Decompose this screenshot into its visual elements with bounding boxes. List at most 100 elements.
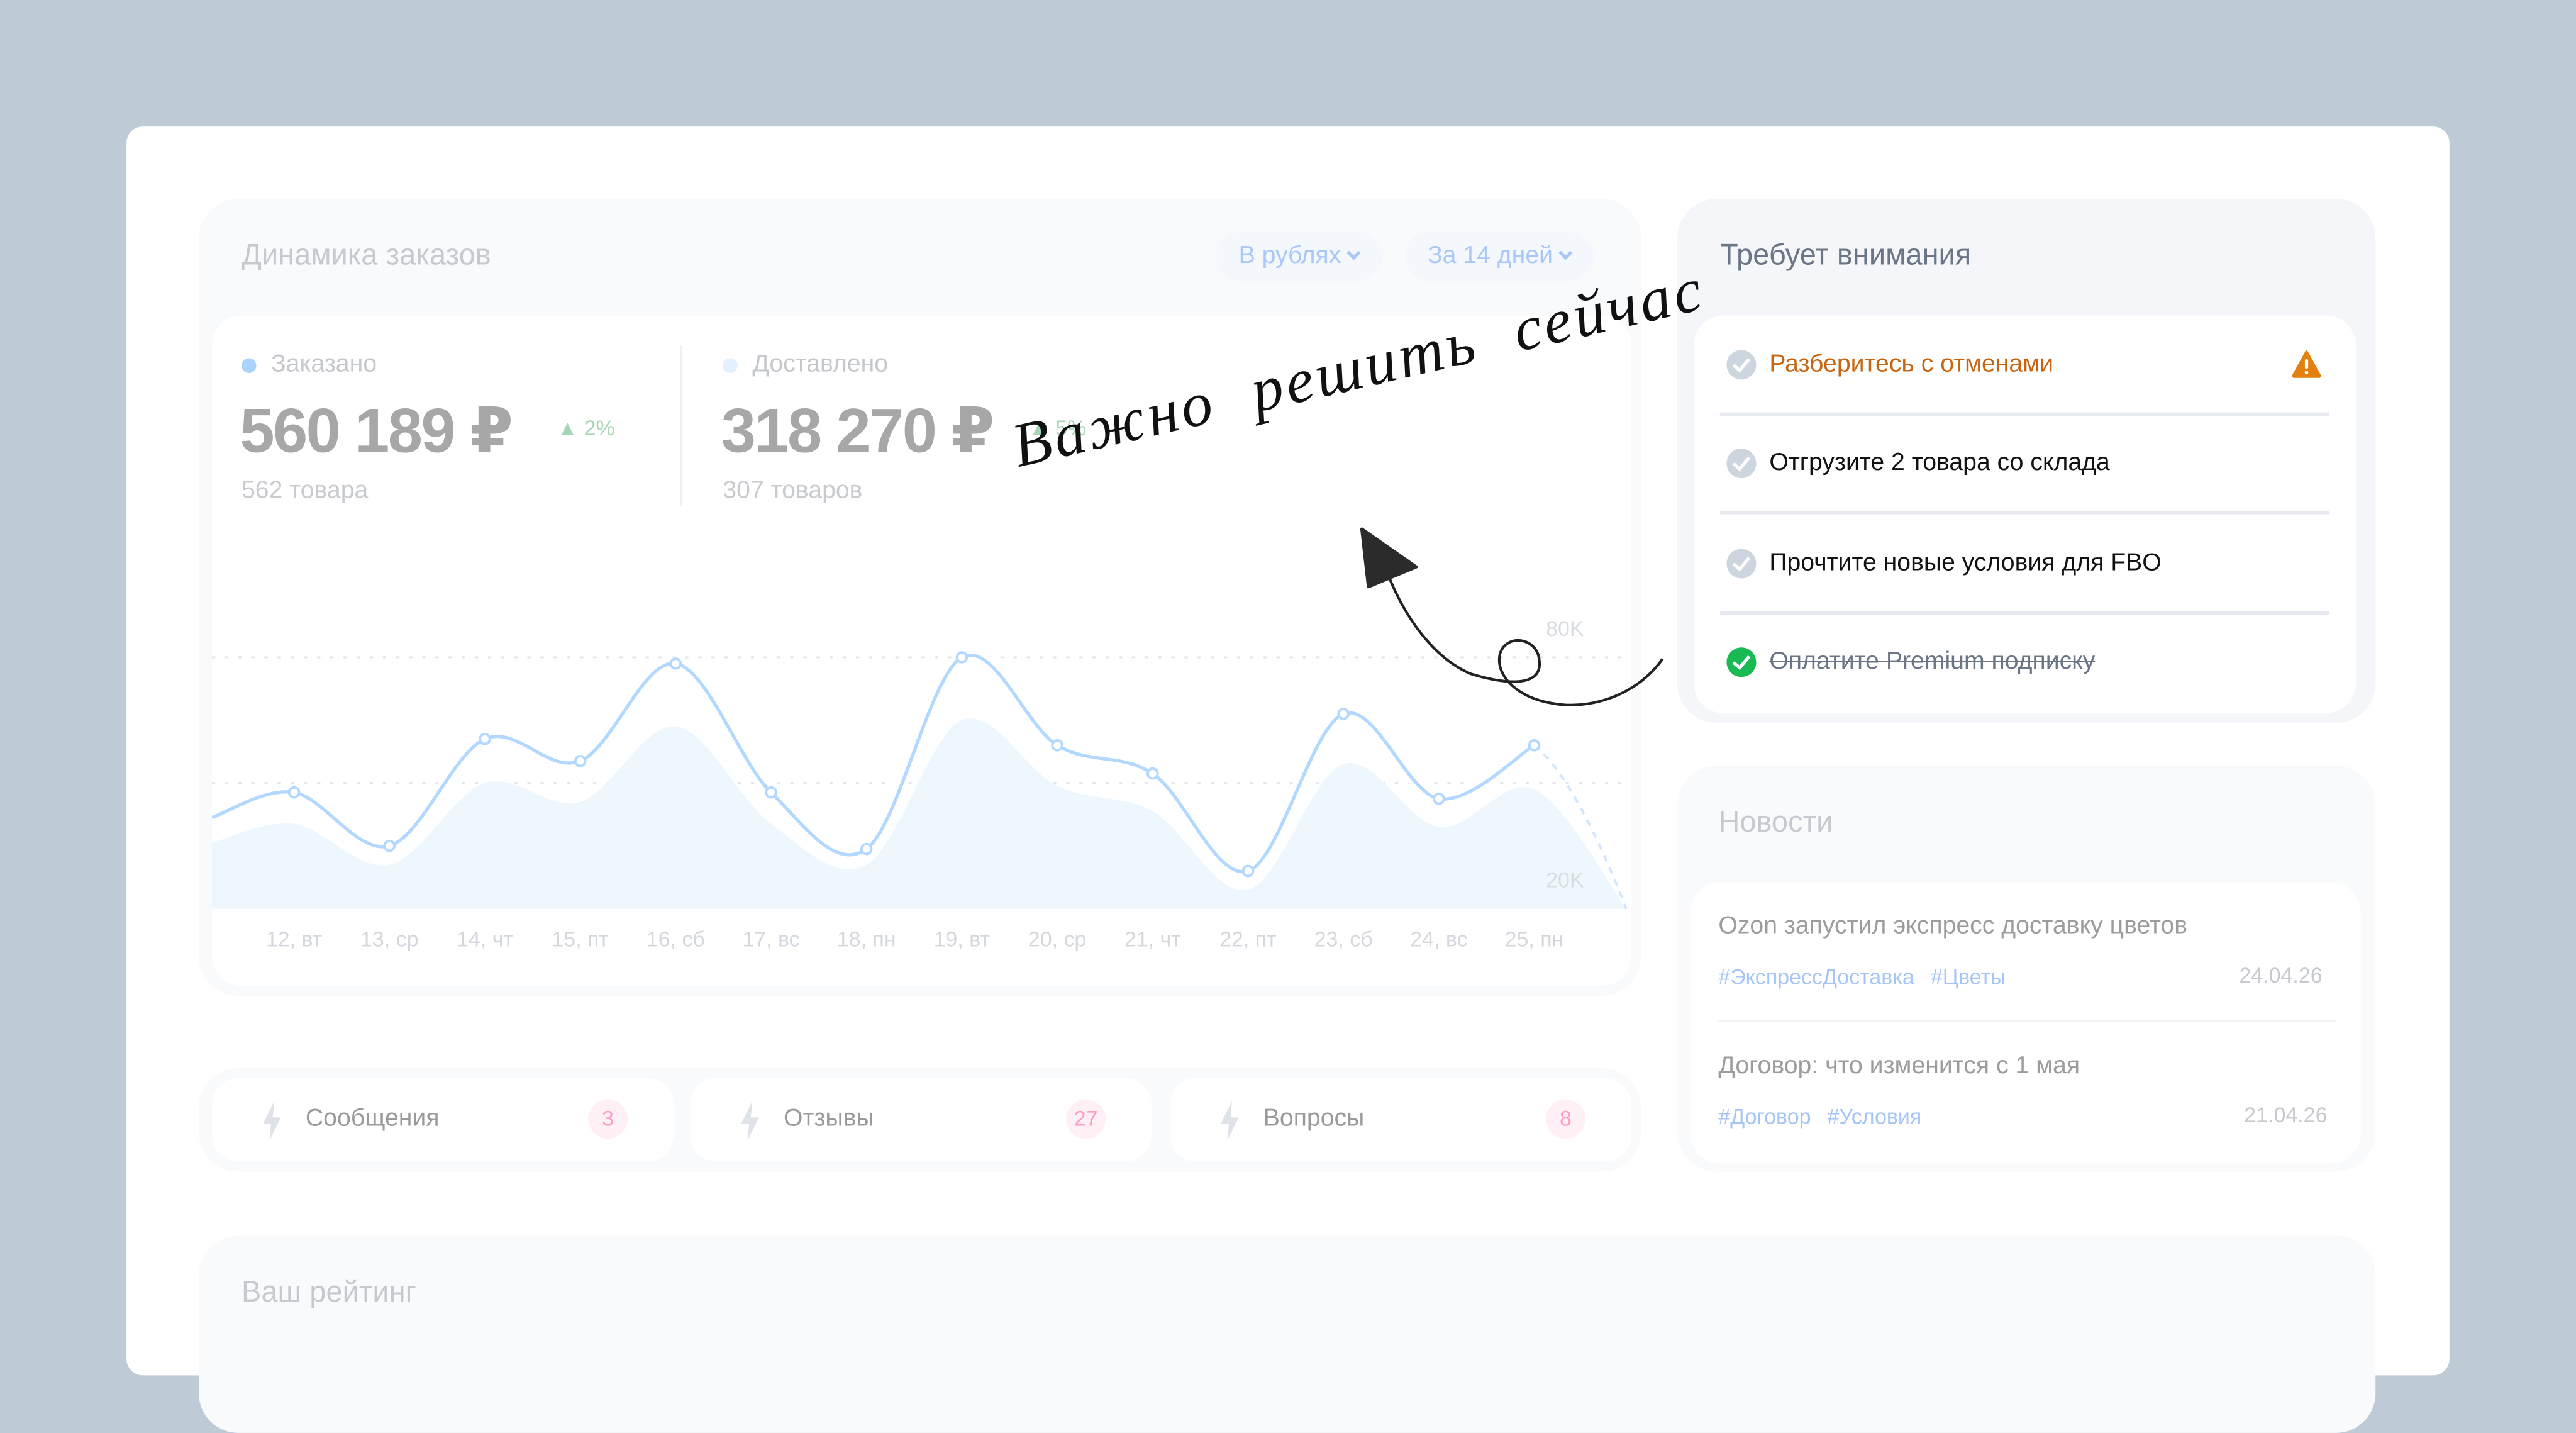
stats-divider [680,345,682,506]
x-tick-label: 19, вт [933,927,991,952]
x-tick-label: 17, вс [742,927,800,952]
x-tick-label: 24, вс [1410,927,1468,952]
orders-chart [211,649,1631,910]
ordered-point[interactable] [955,651,969,664]
counter-label: Вопросы [1263,1104,1365,1132]
check-circle-icon [1726,549,1757,579]
ordered-line [211,653,1535,874]
ordered-point[interactable] [1051,739,1063,752]
x-tick-label: 12, вт [265,927,323,952]
news-item-title[interactable]: Договор: что изменится с 1 мая [1718,1051,2080,1080]
ordered-point[interactable] [1433,792,1445,805]
counter-messages[interactable]: Сообщения 3 [211,1078,674,1162]
news-tag[interactable]: #Условия [1827,1104,1922,1129]
attention-item[interactable]: Оплатите Premium подписку [1720,646,2329,679]
bolt-icon [1220,1101,1239,1140]
divider [1719,511,2330,515]
ordered-label: Заказано [271,350,377,378]
counter-label: Отзывы [784,1104,874,1132]
x-tick-label: 15, пт [552,927,609,952]
ordered-forecast-line [1533,744,1628,910]
ordered-point[interactable] [1241,864,1255,878]
divider [1719,412,2330,416]
y-tick-80k: 80K [1546,616,1584,641]
ordered-point[interactable] [287,786,301,799]
period-value: За 14 дней [1428,241,1553,270]
orders-title: Динамика заказов [241,238,491,272]
attention-item-text: Оплатите Premium подписку [1769,647,2096,676]
attention-title: Требует внимания [1719,238,1972,272]
period-dropdown[interactable]: За 14 дней [1404,231,1594,281]
news-tags: #Договор #Условия [1718,1103,1938,1132]
x-tick-label: 20, ср [1028,927,1087,952]
bolt-icon [741,1101,759,1140]
news-tag[interactable]: #Договор [1718,1104,1811,1129]
news-list [1690,882,2361,1164]
y-tick-20k: 20K [1546,867,1584,893]
check-circle-icon [1726,350,1757,380]
x-tick-label: 16, сб [646,927,705,952]
ordered-legend-dot [241,358,257,373]
ordered-point[interactable] [383,839,396,852]
annotation-arrow-icon [1360,527,1664,706]
attention-item[interactable]: Отгрузите 2 товара со склада [1720,447,2329,480]
attention-item[interactable]: Прочтите новые условия для FBO [1720,547,2329,580]
x-tick-label: 23, сб [1314,927,1373,952]
x-tick-label: 14, чт [456,927,513,952]
delivered-delta: ▲ 5% [1028,416,1086,440]
ordered-point[interactable] [479,732,491,745]
warning-icon [2292,350,2321,378]
attention-list [1694,315,2356,713]
ordered-point[interactable] [1337,708,1350,720]
news-date: 24.04.26 [2239,962,2323,988]
delivered-delta-value: 5% [1055,415,1087,441]
news-date: 21.04.26 [2244,1102,2328,1127]
counter-badge: 8 [1546,1099,1585,1139]
currency-value: В рублях [1238,241,1341,270]
divider [1718,1020,2336,1022]
check-circle-icon [1726,449,1757,479]
ordered-point[interactable] [669,657,682,670]
ordered-point[interactable] [1528,739,1541,752]
delivered-area [211,718,1627,909]
rating-title: Ваш рейтинг [241,1275,416,1308]
x-tick-label: 13, ср [360,927,419,952]
divider [1719,611,2330,615]
news-title: Новости [1718,805,1833,839]
news-tag[interactable]: #ЭкспрессДоставка [1718,964,1914,990]
bolt-icon [262,1101,281,1140]
ordered-items: 562 товара [241,476,369,505]
counter-badge: 3 [588,1099,628,1139]
attention-item-text: Отгрузите 2 товара со склада [1769,449,2110,477]
ordered-delta: ▲ 2% [557,416,615,440]
trend-up-icon: ▲ [557,415,584,441]
ordered-point[interactable] [1146,767,1159,780]
attention-item-text: Прочтите новые условия для FBO [1769,549,2162,577]
ordered-point[interactable] [860,842,873,856]
counter-label: Сообщения [305,1104,440,1132]
counter-reviews[interactable]: Отзывы 27 [690,1078,1152,1162]
ordered-point[interactable] [765,786,777,799]
trend-up-icon: ▲ [1028,415,1056,441]
ordered-point[interactable] [574,754,587,767]
x-tick-label: 18, пн [836,927,896,952]
news-item-title[interactable]: Ozon запустил экспресс доставку цветов [1718,912,2188,940]
delivered-legend-dot [723,358,738,373]
dashboard: Динамика заказов В рублях За 14 дней Зак… [0,0,2576,1359]
attention-item-text: Разберитесь с отменами [1769,350,2054,378]
delivered-items: 307 товаров [723,476,863,505]
delivered-label: Доставлено [752,350,889,378]
check-circle-done-icon [1726,647,1757,677]
x-tick-label: 21, чт [1124,927,1181,952]
news-tags: #ЭкспрессДоставка #Цветы [1718,963,2022,993]
currency-dropdown[interactable]: В рублях [1216,231,1382,281]
counter-questions[interactable]: Вопросы 8 [1169,1078,1631,1162]
news-tag[interactable]: #Цветы [1930,964,2006,990]
delivered-amount: 318 270 ₽ [721,398,995,467]
ordered-delta-value: 2% [584,415,615,441]
attention-item[interactable]: Разберитесь с отменами [1720,348,2329,381]
x-tick-label: 25, пн [1504,927,1564,952]
x-tick-label: 22, пт [1219,927,1277,952]
counter-badge: 27 [1066,1099,1106,1139]
ordered-amount: 560 189 ₽ [240,398,513,467]
